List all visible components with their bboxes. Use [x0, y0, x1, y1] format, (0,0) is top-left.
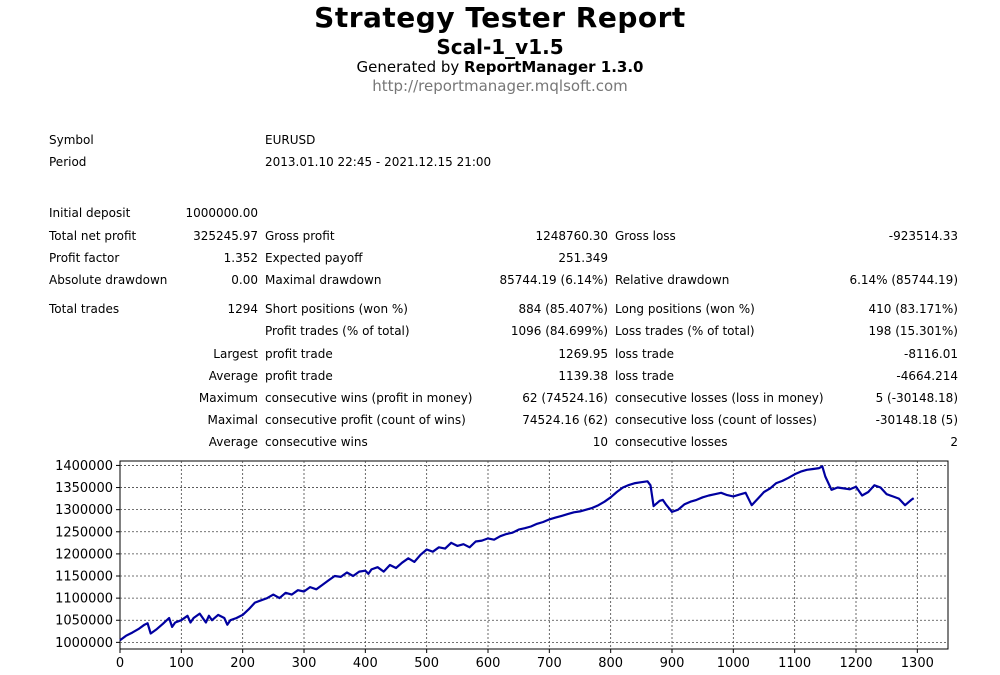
- plot-frame: [119, 460, 949, 650]
- y-tick-label: 1150000: [55, 570, 113, 585]
- max-cons-wins-value: 62 (74524.16): [522, 391, 608, 405]
- profit-factor-label: Profit factor: [49, 251, 120, 265]
- short-positions-value: 884 (85.407%): [518, 302, 608, 316]
- largest-loss-value: -8116.01: [904, 347, 958, 361]
- y-tick-label: 1100000: [55, 592, 113, 607]
- x-tick-label: 800: [598, 656, 623, 671]
- average-label: Average: [208, 369, 258, 383]
- maximal-drawdown-label: Maximal drawdown: [265, 273, 382, 287]
- average-loss-label: loss trade: [615, 369, 674, 383]
- absolute-drawdown-value: 0.00: [231, 273, 258, 287]
- equity-chart: 1000000 1050000 1100000 1150000 1200000 12500…: [55, 459, 949, 671]
- y-tick-label: 1200000: [55, 547, 113, 562]
- short-positions-label: Short positions (won %): [265, 302, 408, 316]
- total-net-profit-label: Total net profit: [49, 229, 137, 243]
- long-positions-value: 410 (83.171%): [868, 302, 958, 316]
- x-tick-label: 500: [414, 656, 439, 671]
- maximal-cons-profit-value: 74524.16 (62): [522, 413, 608, 427]
- average-profit-label: profit trade: [265, 369, 333, 383]
- generated-prefix: Generated by: [356, 58, 465, 76]
- x-tick-label: 300: [292, 656, 317, 671]
- average-profit-value: 1139.38: [558, 369, 608, 383]
- expected-payoff-label: Expected payoff: [265, 251, 363, 265]
- total-trades-value: 1294: [227, 302, 258, 316]
- x-tick-label: 700: [537, 656, 562, 671]
- long-positions-label: Long positions (won %): [615, 302, 755, 316]
- y-tick-label: 1000000: [55, 636, 113, 651]
- x-tick-label: 1100: [778, 656, 811, 671]
- x-tick-label: 600: [476, 656, 501, 671]
- x-tick-label: 200: [230, 656, 255, 671]
- report-subtitle: Scal-1_v1.5: [436, 35, 564, 59]
- x-tick-label: 100: [169, 656, 194, 671]
- maximal-drawdown-value: 85744.19 (6.14%): [499, 273, 608, 287]
- report-title: Strategy Tester Report: [314, 1, 686, 34]
- maximum-label: Maximum: [198, 391, 258, 405]
- x-tick-label: 0: [116, 656, 124, 671]
- period-value: 2013.01.10 22:45 - 2021.12.15 21:00: [265, 155, 492, 169]
- equity-series-line: [119, 465, 915, 642]
- max-cons-wins-label: consecutive wins (profit in money): [265, 391, 473, 405]
- x-tick-label: 1200: [839, 656, 872, 671]
- y-tick-label: 1300000: [55, 503, 113, 518]
- y-tick-label: 1350000: [55, 481, 113, 496]
- total-net-profit-value: 325245.97: [193, 229, 258, 243]
- profit-factor-value: 1.352: [223, 251, 258, 265]
- max-cons-losses-value: 5 (-30148.18): [875, 391, 958, 405]
- relative-drawdown-value: 6.14% (85744.19): [849, 273, 958, 287]
- total-trades-label: Total trades: [49, 302, 120, 316]
- maximal-cons-loss-value: -30148.18 (5): [875, 413, 958, 427]
- initial-deposit-label: Initial deposit: [49, 206, 131, 220]
- average-loss-value: -4664.214: [896, 369, 958, 383]
- profit-trades-label: Profit trades (% of total): [265, 324, 410, 338]
- largest-label: Largest: [213, 347, 258, 361]
- x-tick-label: 400: [353, 656, 378, 671]
- y-tick-label: 1400000: [55, 459, 113, 474]
- initial-deposit-value: 1000000.00: [185, 206, 258, 220]
- generated-by-line: Generated by ReportManager 1.3.0: [0, 58, 1000, 76]
- avg-cons-losses-value: 2: [950, 435, 958, 449]
- largest-loss-label: loss trade: [615, 347, 674, 361]
- gross-profit-value: 1248760.30: [535, 229, 608, 243]
- x-tick-label: 1000: [717, 656, 750, 671]
- max-cons-losses-label: consecutive losses (loss in money): [615, 391, 824, 405]
- maximal-cons-loss-label: consecutive loss (count of losses): [615, 413, 817, 427]
- maximal-label: Maximal: [207, 413, 258, 427]
- period-label: Period: [49, 155, 87, 169]
- symbol-label: Symbol: [49, 133, 94, 147]
- loss-trades-label: Loss trades (% of total): [615, 324, 755, 338]
- expected-payoff-value: 251.349: [558, 251, 608, 265]
- avg-cons-wins-value: 10: [592, 435, 608, 449]
- x-tick-label: 900: [660, 656, 685, 671]
- loss-trades-value: 198 (15.301%): [868, 324, 958, 338]
- avg-cons-losses-label: consecutive losses: [615, 435, 728, 449]
- gross-loss-label: Gross loss: [615, 229, 676, 243]
- largest-profit-label: profit trade: [265, 347, 333, 361]
- gross-loss-value: -923514.33: [888, 229, 958, 243]
- absolute-drawdown-label: Absolute drawdown: [49, 273, 168, 287]
- profit-trades-value: 1096 (84.699%): [510, 324, 608, 338]
- largest-profit-value: 1269.95: [558, 347, 608, 361]
- symbol-value: EURUSD: [265, 133, 316, 147]
- gross-profit-label: Gross profit: [265, 229, 335, 243]
- y-tick-label: 1250000: [55, 525, 113, 540]
- generator-url[interactable]: http://reportmanager.mqlsoft.com: [372, 77, 628, 95]
- relative-drawdown-label: Relative drawdown: [615, 273, 730, 287]
- maximal-cons-profit-label: consecutive profit (count of wins): [265, 413, 466, 427]
- generator-name: ReportManager 1.3.0: [464, 58, 644, 76]
- average-cons-label: Average: [208, 435, 258, 449]
- y-tick-label: 1050000: [55, 614, 113, 629]
- avg-cons-wins-label: consecutive wins: [265, 435, 368, 449]
- x-tick-label: 1300: [901, 656, 934, 671]
